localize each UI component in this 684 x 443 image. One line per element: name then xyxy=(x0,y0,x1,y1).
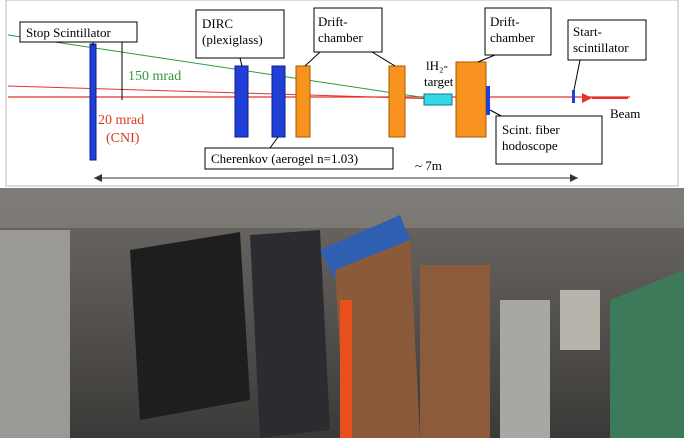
label-line: Drift- xyxy=(490,14,520,29)
leader xyxy=(304,51,321,67)
label-line: target xyxy=(424,74,454,89)
photo xyxy=(0,188,684,438)
label: Beam xyxy=(610,106,640,121)
leader xyxy=(269,136,279,149)
leader xyxy=(239,57,243,67)
label-line: (plexiglass) xyxy=(202,32,263,47)
support xyxy=(560,290,600,350)
detector-block xyxy=(130,232,250,420)
label-box xyxy=(567,19,647,61)
label-line: chamber xyxy=(490,30,535,45)
angle-label: 20 mrad (CNI) xyxy=(98,113,144,146)
drift-chamber xyxy=(295,65,311,138)
stop-scintillator xyxy=(89,43,97,161)
label-line: lH₂- xyxy=(426,58,448,73)
start-scintillator xyxy=(572,90,575,103)
label-line: (CNI) xyxy=(106,131,140,146)
label-box xyxy=(495,115,603,165)
frame xyxy=(320,215,410,280)
drift-chamber xyxy=(388,65,406,138)
cherenkov xyxy=(271,65,286,138)
label-line: chamber xyxy=(318,30,363,45)
hodoscope xyxy=(486,86,490,115)
label-line: 20 mrad xyxy=(98,113,144,128)
label: DIRC (plexiglass) xyxy=(202,16,263,47)
label: Start-scintillator xyxy=(573,24,629,55)
green-cabinet xyxy=(610,270,684,438)
label-box xyxy=(204,147,394,170)
dirc xyxy=(234,65,249,138)
label-line: Start- xyxy=(573,24,602,39)
label-line: DIRC xyxy=(202,16,233,31)
label-box xyxy=(484,7,552,56)
label: Stop Scintillator xyxy=(26,25,112,40)
label-line: hodoscope xyxy=(502,138,558,153)
leader xyxy=(371,51,396,67)
electronics xyxy=(500,300,550,438)
cni-ray xyxy=(7,85,441,100)
label-line: Drift- xyxy=(318,14,348,29)
label: Scint. fiber hodoscope xyxy=(502,122,560,153)
label: lH₂-target xyxy=(424,58,454,89)
label: Drift-chamber xyxy=(318,14,363,45)
label-box xyxy=(19,21,138,43)
drift-chamber xyxy=(455,61,487,138)
chamber-panel xyxy=(420,265,490,438)
ceiling xyxy=(0,188,684,228)
wide-ray xyxy=(7,34,441,101)
orange-frame xyxy=(340,300,352,438)
target xyxy=(423,93,453,106)
leader xyxy=(573,59,581,91)
label: Drift-chamber xyxy=(490,14,535,45)
diagram: Stop Scintillator DIRC (plexiglass) Drift… xyxy=(5,0,679,187)
angle-label: 150 mrad xyxy=(128,69,181,84)
label-line: Scint. fiber xyxy=(502,122,560,137)
label-box xyxy=(313,7,383,53)
label-box xyxy=(195,9,285,59)
left-rack xyxy=(0,230,70,438)
label: ~ 7m xyxy=(415,158,442,173)
label: Cherenkov (aerogel n=1.03) xyxy=(211,151,358,166)
label-line: scintillator xyxy=(573,40,629,55)
detector-block xyxy=(250,230,330,438)
leader xyxy=(477,54,496,63)
chamber-panel xyxy=(335,240,420,438)
